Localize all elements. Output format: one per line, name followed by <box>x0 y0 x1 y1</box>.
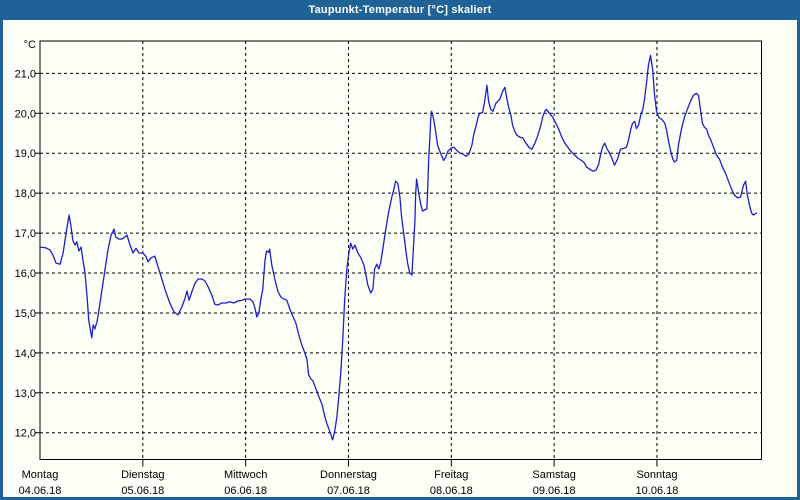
day-date-label: 09.06.18 <box>533 485 576 497</box>
y-tick-label: 16,0 <box>15 268 36 280</box>
day-date-label: 08.06.18 <box>430 485 473 497</box>
dewpoint-series-line <box>39 54 758 441</box>
chart-panel: 21,0 20,0 19,0 18,0 17,0 16,0 15,0 14,0 13,0 12,0… <box>3 20 797 497</box>
y-tick-label: 19,0 <box>15 148 36 160</box>
day-name-label: Donnerstag <box>320 469 377 481</box>
y-tick-label: 21,0 <box>15 68 36 80</box>
day-name-label: Montag <box>22 469 59 481</box>
y-tick-label: 17,0 <box>15 228 36 240</box>
day-date-label: 07.06.18 <box>327 485 370 497</box>
y-tick-label: 14,0 <box>15 348 36 360</box>
day-date-label: 06.06.18 <box>224 485 267 497</box>
day-name-label: Dienstag <box>121 469 164 481</box>
day-date-label: 10.06.18 <box>636 485 679 497</box>
y-tick-label: 13,0 <box>15 388 36 400</box>
y-tick-label: 12,0 <box>15 428 36 440</box>
day-name-label: Sonntag <box>636 469 677 481</box>
day-date-label: 05.06.18 <box>121 485 164 497</box>
y-tick-label: 18,0 <box>15 188 36 200</box>
day-name-label: Freitag <box>434 469 468 481</box>
plot-border <box>39 40 762 460</box>
day-name-label: Mittwoch <box>224 469 267 481</box>
day-name-label: Samstag <box>532 469 575 481</box>
y-tick-label: 20,0 <box>15 108 36 120</box>
y-axis-unit-label: °C <box>24 39 36 51</box>
window-title-bar: Taupunkt-Temperatur [°C] skaliert <box>0 0 800 20</box>
chart-title: Taupunkt-Temperatur [°C] skaliert <box>308 4 492 16</box>
y-tick-label: 15,0 <box>15 308 36 320</box>
day-date-label: 04.06.18 <box>19 485 62 497</box>
